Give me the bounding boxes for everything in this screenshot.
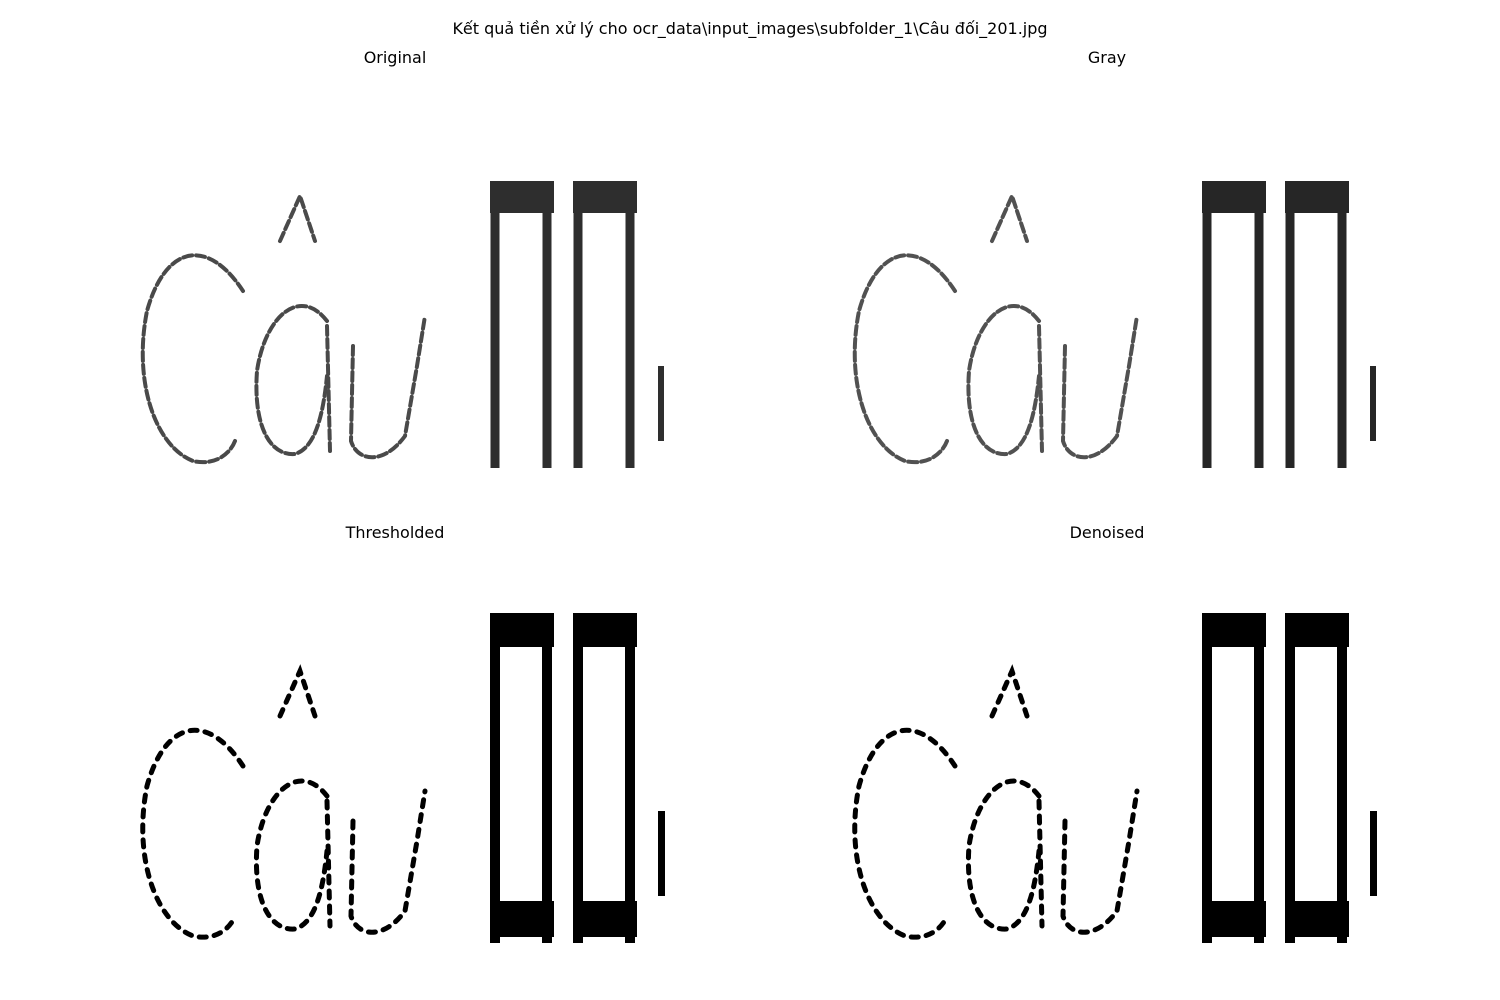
panel-title-thresholded: Thresholded [345,523,445,542]
panel-thresholded: Thresholded [115,523,675,943]
panel-original: Original [115,48,675,468]
figure-suptitle: Kết quả tiền xử lý cho ocr_data\input_im… [452,19,1048,38]
panel-title-original: Original [363,48,427,67]
panel-title-denoised: Denoised [1069,523,1145,542]
thresholded-image [140,613,665,943]
gray-image [852,181,1376,468]
panel-title-gray: Gray [1087,48,1127,67]
panel-gray: Gray [827,48,1387,468]
denoised-image [852,613,1377,943]
original-image [140,181,664,468]
panel-denoised: Denoised [827,523,1387,943]
